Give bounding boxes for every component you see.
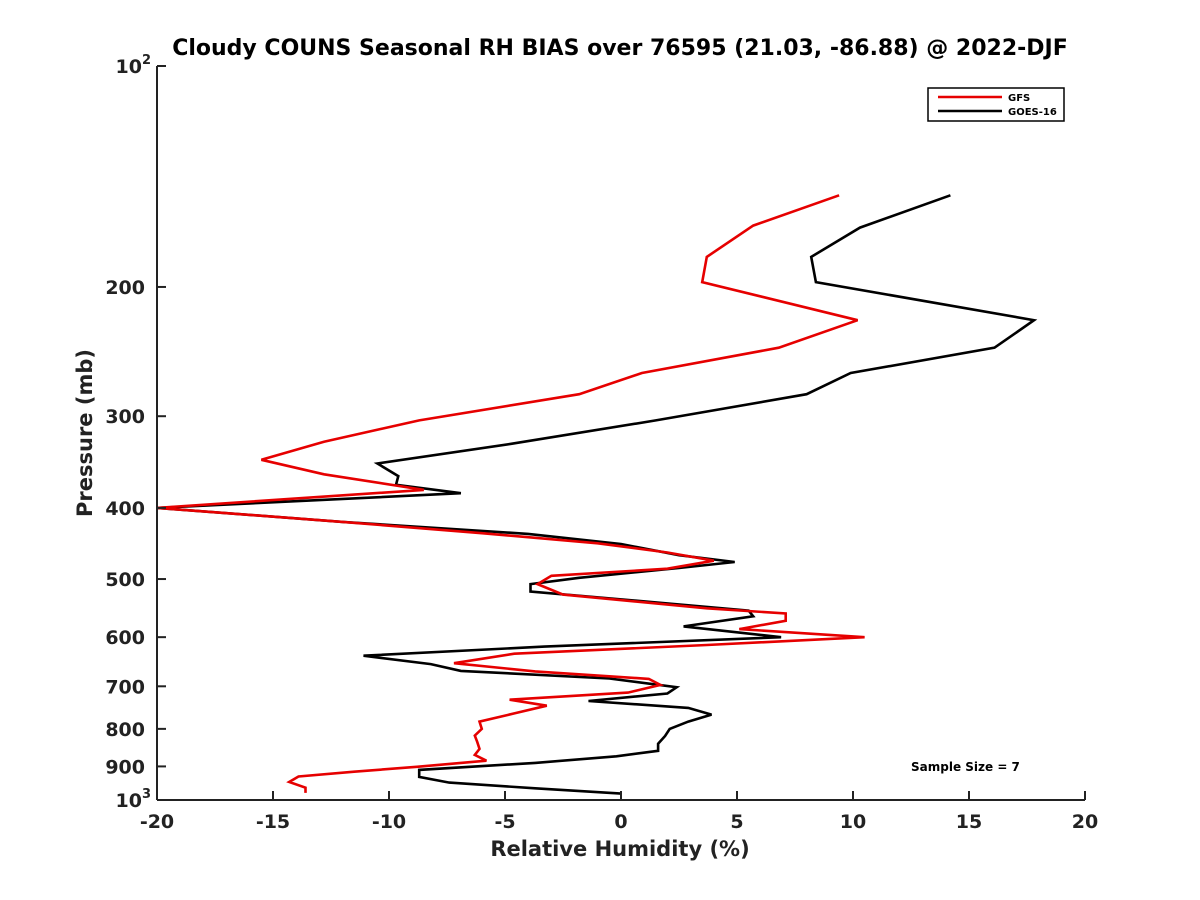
x-tick-label: 20 — [1072, 811, 1098, 833]
x-tick-label: 10 — [840, 811, 866, 833]
series-line-goes16 — [156, 194, 1038, 795]
y-tick-label: 400 — [105, 498, 145, 520]
y-tick-label: 600 — [105, 627, 145, 649]
legend-box — [927, 87, 1065, 122]
y-tick-label: 200 — [105, 277, 145, 299]
legend: GFS GOES-16 — [927, 87, 1065, 122]
y-tick-label: 800 — [105, 719, 145, 741]
x-tick-label: -5 — [494, 811, 515, 833]
x-axis-label: Relative Humidity (%) — [490, 837, 749, 861]
legend-label-goes16: GOES-16 — [1008, 107, 1057, 118]
sample-size-annotation: Sample Size = 7 — [911, 760, 1020, 774]
y-tick-label: 103 — [116, 787, 152, 812]
legend-label-gfs: GFS — [1008, 93, 1030, 104]
x-tick-label: -20 — [140, 811, 174, 833]
axes: -20 -15 -10 -5 0 5 10 15 20 102 200 300 400 500 600 700… — [105, 53, 1098, 833]
y-tick-label: 500 — [105, 569, 145, 591]
series-line-gfs — [156, 194, 865, 793]
x-tick-label: -10 — [372, 811, 406, 833]
x-tick-label: -15 — [256, 811, 290, 833]
x-tick-label: 0 — [614, 811, 627, 833]
y-axis-label: Pressure (mb) — [73, 349, 97, 517]
chart-title: Cloudy COUNS Seasonal RH BIAS over 76595… — [172, 36, 1068, 61]
series-layer — [156, 194, 1038, 795]
x-tick-label: 15 — [956, 811, 982, 833]
y-tick-label: 900 — [105, 756, 145, 778]
y-tick-label: 700 — [105, 676, 145, 698]
y-tick-label: 102 — [116, 53, 152, 78]
y-tick-label: 300 — [105, 406, 145, 428]
x-tick-label: 5 — [730, 811, 743, 833]
